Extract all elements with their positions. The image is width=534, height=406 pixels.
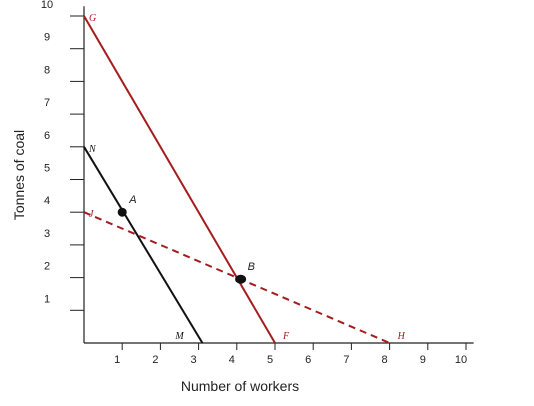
y-tick-label: 5 <box>44 163 50 175</box>
y-tick-label: 4 <box>44 195 50 207</box>
line-labels: N M G F J H <box>88 13 406 342</box>
y-tick-label: 1 <box>44 293 50 305</box>
x-tick-label: 5 <box>267 354 273 366</box>
x-tick-label: 4 <box>229 354 235 366</box>
y-tick-label: 10 <box>41 0 53 11</box>
series-lines <box>83 15 390 344</box>
y-tick-label: 6 <box>44 130 50 142</box>
line-label-J: J <box>89 209 94 220</box>
y-tick-label: 9 <box>44 32 50 44</box>
x-tick-label: 10 <box>455 354 467 366</box>
x-tick-label: 6 <box>305 354 311 366</box>
y-tick-label: 3 <box>44 228 50 240</box>
x-ticks: 1 2 3 4 5 6 7 8 9 10 <box>114 343 467 366</box>
x-tick-label: 2 <box>152 354 158 366</box>
line-label-G: G <box>89 13 96 24</box>
x-axis-title: Number of workers <box>181 378 299 394</box>
points: AB <box>117 194 255 284</box>
y-ticks: 1 2 3 4 5 6 7 8 9 10 <box>41 0 84 311</box>
x-tick-label: 8 <box>382 354 388 366</box>
line-label-H: H <box>397 331 406 342</box>
y-tick-label: 8 <box>44 64 50 76</box>
point-A <box>117 207 127 217</box>
axes <box>83 6 474 344</box>
point-label-A: A <box>128 194 136 206</box>
x-tick-label: 3 <box>191 354 197 366</box>
line-label-M: M <box>174 331 184 342</box>
point-label-B: B <box>248 261 255 273</box>
y-axis-title: Tonnes of coal <box>11 130 27 220</box>
x-tick-label: 1 <box>114 354 120 366</box>
x-tick-label: 7 <box>343 354 349 366</box>
point-B <box>235 274 247 284</box>
y-tick-label: 2 <box>44 261 50 273</box>
line-label-N: N <box>88 144 97 155</box>
x-tick-label: 9 <box>420 354 426 366</box>
line-label-F: F <box>282 331 290 342</box>
series-line-NM <box>83 146 204 344</box>
y-tick-label: 7 <box>44 97 50 109</box>
series-line-JH <box>83 211 390 344</box>
series-line-GF <box>83 15 276 344</box>
